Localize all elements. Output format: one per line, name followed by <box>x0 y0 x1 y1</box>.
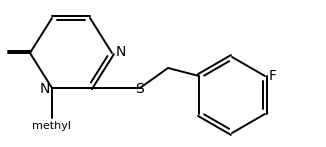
Text: N: N <box>116 45 126 59</box>
Text: S: S <box>136 82 144 96</box>
Text: F: F <box>269 69 277 83</box>
Text: N: N <box>40 82 50 96</box>
Text: methyl: methyl <box>33 121 71 131</box>
